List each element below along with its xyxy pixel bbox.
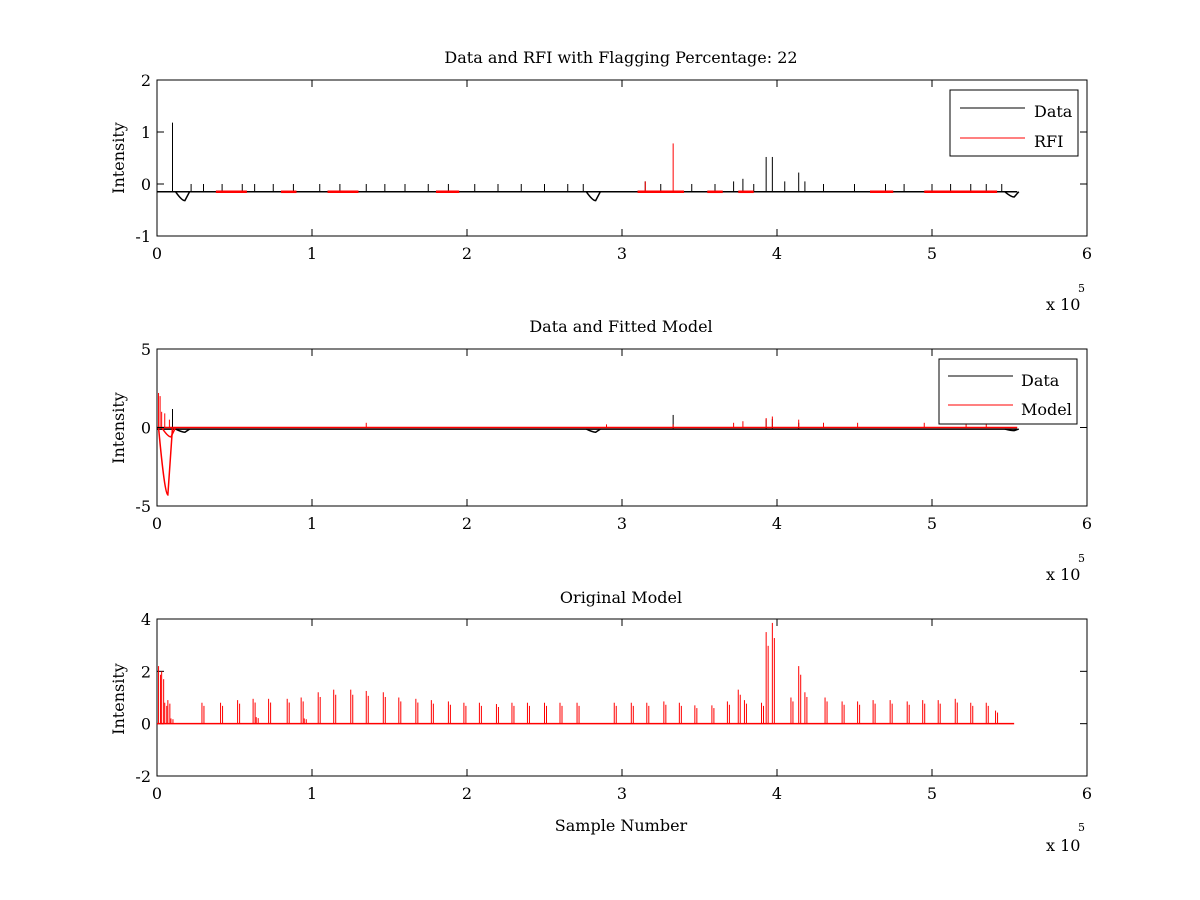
y-tick-label: 4 bbox=[141, 610, 151, 629]
x-tick-label: 5 bbox=[927, 244, 937, 263]
series-dip bbox=[1004, 191, 1020, 198]
subplot-rfi: Data and RFI with Flagging Percentage: 2… bbox=[109, 48, 1092, 314]
legend-label-rfi: RFI bbox=[1034, 132, 1063, 151]
x-tick-label: 1 bbox=[307, 784, 317, 803]
x-tick-label: 4 bbox=[772, 784, 782, 803]
x-tick-label: 6 bbox=[1082, 244, 1092, 263]
y-tick-label: -2 bbox=[135, 767, 151, 786]
x-multiplier-base: x 10 bbox=[1046, 836, 1080, 855]
x-tick-label: 3 bbox=[617, 784, 627, 803]
subplot-original-model: Original Model Intensity Sample Number x… bbox=[109, 588, 1092, 855]
series-model bbox=[157, 622, 1015, 725]
x-tick-label: 1 bbox=[307, 514, 317, 533]
x-multiplier: x 10 5 bbox=[1046, 552, 1085, 584]
y-tick-label: 2 bbox=[141, 71, 151, 90]
legend-box bbox=[949, 89, 1079, 157]
x-tick-label: 4 bbox=[772, 514, 782, 533]
y-axis-label: Intensity bbox=[109, 663, 128, 735]
y-tick-label: 0 bbox=[141, 175, 151, 194]
series-dip bbox=[586, 428, 601, 433]
x-tick-label: 6 bbox=[1082, 784, 1092, 803]
y-tick-label: 0 bbox=[141, 419, 151, 438]
series-dip bbox=[1004, 428, 1020, 432]
x-tick-label: 4 bbox=[772, 244, 782, 263]
series-rfi bbox=[215, 143, 998, 194]
subplot-fitted-model: Data and Fitted Model Intensity x 10 5 D… bbox=[109, 317, 1092, 584]
legend-label-model: Model bbox=[1021, 400, 1072, 419]
x-multiplier: x 10 5 bbox=[1046, 821, 1085, 855]
x-multiplier-exponent: 5 bbox=[1078, 821, 1085, 834]
y-tick-label: -5 bbox=[135, 497, 151, 516]
x-tick-label: 3 bbox=[617, 514, 627, 533]
legend-label-data: Data bbox=[1021, 371, 1060, 390]
y-axis-label: Intensity bbox=[109, 122, 128, 194]
x-tick-label: 5 bbox=[927, 514, 937, 533]
series-dip bbox=[585, 191, 601, 202]
x-tick-label: 2 bbox=[462, 784, 472, 803]
y-tick-label: 5 bbox=[141, 340, 151, 359]
x-tick-label: 5 bbox=[927, 784, 937, 803]
series-dip bbox=[161, 427, 177, 438]
legend-box bbox=[938, 358, 1078, 425]
subplot-title: Original Model bbox=[560, 588, 682, 607]
y-tick-label: 1 bbox=[141, 123, 151, 142]
x-tick-label: 3 bbox=[617, 244, 627, 263]
x-tick-label: 6 bbox=[1082, 514, 1092, 533]
x-tick-label: 2 bbox=[462, 514, 472, 533]
series-model bbox=[157, 392, 1018, 496]
legend: Data Model bbox=[938, 358, 1078, 425]
x-tick-label: 1 bbox=[307, 244, 317, 263]
x-tick-label: 0 bbox=[152, 244, 162, 263]
x-multiplier-exponent: 5 bbox=[1078, 282, 1085, 295]
x-multiplier-base: x 10 bbox=[1046, 295, 1080, 314]
subplot-title: Data and Fitted Model bbox=[529, 317, 712, 336]
series-dip bbox=[157, 427, 174, 496]
x-tick-label: 2 bbox=[462, 244, 472, 263]
x-multiplier-exponent: 5 bbox=[1078, 552, 1085, 565]
series-dip bbox=[175, 428, 190, 433]
y-tick-label: 2 bbox=[141, 662, 151, 681]
x-tick-label: 0 bbox=[152, 514, 162, 533]
x-multiplier-base: x 10 bbox=[1046, 565, 1080, 584]
x-multiplier: x 10 5 bbox=[1046, 282, 1085, 314]
x-tick-label: 0 bbox=[152, 784, 162, 803]
y-tick-label: -1 bbox=[135, 227, 151, 246]
series-dip bbox=[174, 191, 191, 202]
x-axis-label: Sample Number bbox=[555, 816, 688, 835]
legend: Data RFI bbox=[949, 89, 1079, 157]
legend-label-data: Data bbox=[1034, 102, 1073, 121]
subplot-title: Data and RFI with Flagging Percentage: 2… bbox=[444, 48, 797, 67]
y-tick-label: 0 bbox=[141, 715, 151, 734]
y-axis-label: Intensity bbox=[109, 392, 128, 464]
